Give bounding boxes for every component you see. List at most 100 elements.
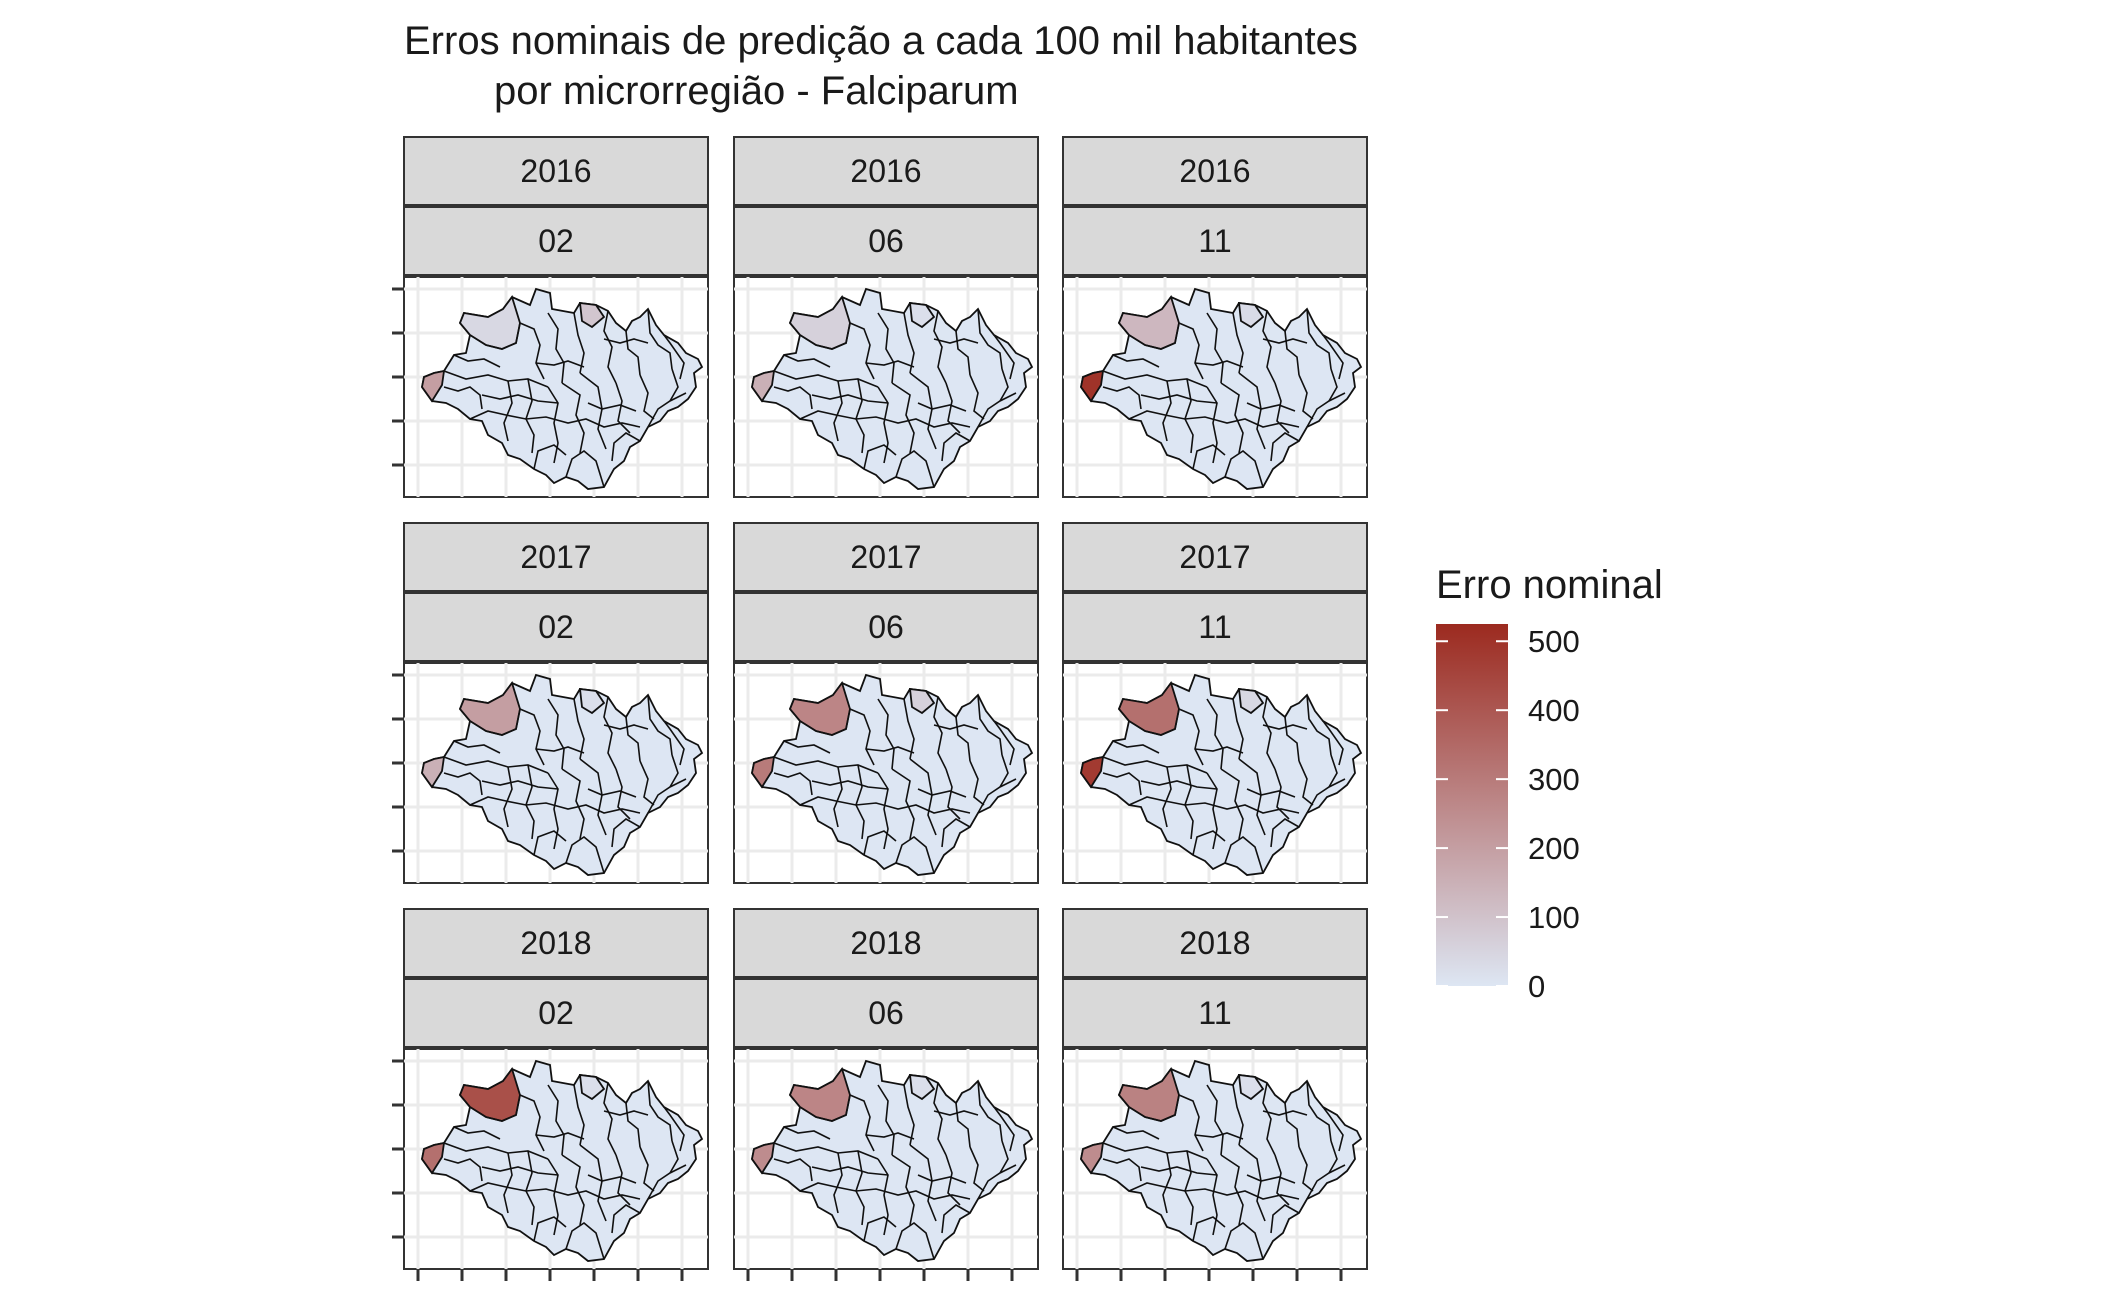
facet-strip-month-label: 11 — [1198, 223, 1231, 259]
y-axis-ticks — [392, 1059, 404, 1239]
facet-strip-year-label: 2018 — [520, 925, 591, 961]
chart-subtitle: por microrregião - Falciparum — [494, 69, 1019, 113]
choropleth-map — [751, 673, 1034, 876]
legend-tick-label: 200 — [1528, 831, 1580, 866]
facet-strip-year — [1062, 136, 1368, 206]
facet-panel: 2018 02 — [392, 908, 709, 1281]
facet-strip-month-label: 06 — [868, 609, 904, 645]
facet-strip-month — [403, 592, 709, 662]
facet-strip-month — [733, 592, 1039, 662]
legend-colorbar — [1436, 624, 1508, 986]
facet-strip-year-label: 2016 — [520, 153, 591, 189]
choropleth-map — [751, 1059, 1034, 1262]
map-region-west — [751, 369, 776, 403]
facet-strip-month-label: 11 — [1198, 609, 1231, 645]
legend-ticks: 500 400 300 200 100 0 — [1436, 624, 1580, 1004]
map-region-borders — [1102, 308, 1346, 488]
map-region-west — [1080, 369, 1105, 403]
map-region-west — [421, 369, 446, 403]
legend-tick-label: 400 — [1528, 693, 1580, 728]
map-region-north — [1237, 301, 1265, 329]
facet-strip-year-label: 2017 — [850, 539, 921, 575]
facet-strip-year — [733, 522, 1039, 592]
choropleth-map — [421, 1059, 704, 1262]
facet-strip-year — [403, 136, 709, 206]
map-region-north — [578, 301, 606, 329]
choropleth-map — [1080, 673, 1363, 876]
x-axis-ticks — [1075, 1269, 1343, 1281]
color-legend: Erro nominal 500 400 300 200 100 0 — [1436, 563, 1663, 1004]
facet-strip-month — [733, 978, 1039, 1048]
facet-strip-year-label: 2017 — [1179, 539, 1250, 575]
legend-title: Erro nominal — [1436, 563, 1663, 607]
facet-panel: 2016 06 — [733, 136, 1039, 498]
facet-strip-year-label: 2018 — [1179, 925, 1250, 961]
choropleth-map — [751, 287, 1034, 490]
facet-panel: 2017 02 — [392, 522, 709, 884]
facet-panel: 2018 11 — [1062, 908, 1368, 1281]
facet-strip-month-label: 02 — [538, 609, 574, 645]
map-region-west — [751, 1141, 776, 1175]
facet-strip-month — [403, 206, 709, 276]
map-region-borders — [443, 694, 687, 874]
x-axis-ticks — [746, 1269, 1014, 1281]
facet-strip-year — [1062, 908, 1368, 978]
facet-strip-year — [403, 522, 709, 592]
facet-strip-year — [733, 908, 1039, 978]
legend-tick-label: 0 — [1528, 969, 1545, 1004]
facet-panel: 2018 06 — [733, 908, 1039, 1281]
map-region-west — [1080, 755, 1105, 789]
map-region-borders — [773, 694, 1017, 874]
facet-strip-month — [1062, 978, 1368, 1048]
facet-panel: 2017 11 — [1062, 522, 1368, 884]
legend-tick-label: 100 — [1528, 900, 1580, 935]
map-region-borders — [1102, 694, 1346, 874]
facet-panel: 2017 06 — [733, 522, 1039, 884]
y-axis-ticks — [392, 673, 404, 853]
map-region-borders — [773, 308, 1017, 488]
facet-strip-year — [1062, 522, 1368, 592]
facet-strip-year-label: 2016 — [1179, 153, 1250, 189]
map-region-north — [1237, 1073, 1265, 1101]
facet-strip-month — [403, 978, 709, 1048]
map-region-borders — [443, 1080, 687, 1260]
map-region-west — [421, 755, 446, 789]
map-region-north — [908, 1073, 936, 1101]
map-region-borders — [1102, 1080, 1346, 1260]
choropleth-map — [421, 673, 704, 876]
facet-panels: 2016022016062016112017022017062017112018… — [392, 136, 1368, 1281]
facet-strip-year — [733, 136, 1039, 206]
map-region-borders — [773, 1080, 1017, 1260]
facet-panel: 2016 02 — [392, 136, 709, 498]
facet-strip-month-label: 11 — [1198, 995, 1231, 1031]
map-region-west — [1080, 1141, 1105, 1175]
choropleth-map — [421, 287, 704, 490]
facet-panel: 2016 11 — [1062, 136, 1368, 498]
map-region-north — [578, 1073, 606, 1101]
map-region-borders — [443, 308, 687, 488]
facet-strip-year-label: 2017 — [520, 539, 591, 575]
facet-strip-month-label: 06 — [868, 995, 904, 1031]
map-region-west — [421, 1141, 446, 1175]
facet-strip-month-label: 06 — [868, 223, 904, 259]
facet-strip-month — [1062, 592, 1368, 662]
facet-strip-month-label: 02 — [538, 223, 574, 259]
legend-tick-label: 300 — [1528, 762, 1580, 797]
y-axis-ticks — [392, 287, 404, 467]
map-region-north — [908, 687, 936, 715]
x-axis-ticks — [416, 1269, 684, 1281]
legend-tick-label: 500 — [1528, 624, 1580, 659]
facet-strip-year-label: 2018 — [850, 925, 921, 961]
map-region-north — [908, 301, 936, 329]
choropleth-map — [1080, 287, 1363, 490]
choropleth-map — [1080, 1059, 1363, 1262]
facet-strip-month-label: 02 — [538, 995, 574, 1031]
map-region-north — [578, 687, 606, 715]
facet-strip-month — [733, 206, 1039, 276]
facet-strip-month — [1062, 206, 1368, 276]
facet-strip-year-label: 2016 — [850, 153, 921, 189]
map-region-west — [751, 755, 776, 789]
map-region-north — [1237, 687, 1265, 715]
chart-title: Erros nominais de predição a cada 100 mi… — [404, 19, 1358, 63]
